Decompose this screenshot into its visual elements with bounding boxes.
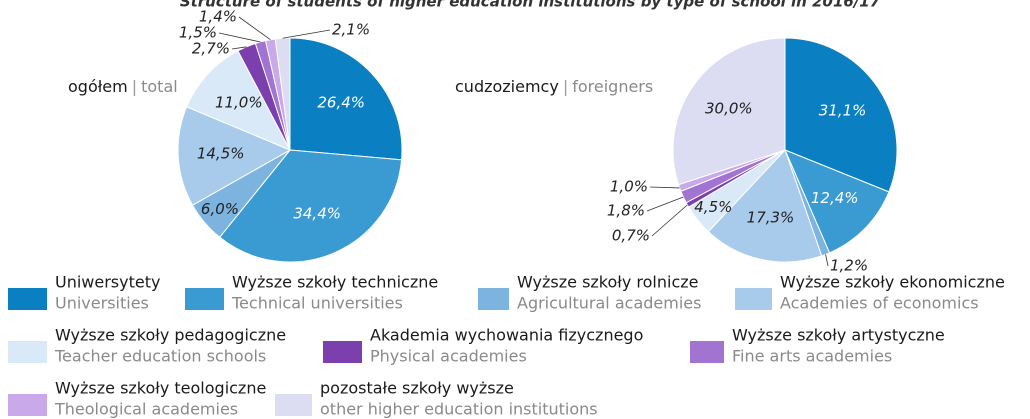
legend-swatch	[8, 288, 47, 310]
legend-label: Uniwersytety	[55, 273, 160, 292]
legend-label-en: Technical universities	[231, 294, 403, 313]
value-label: 2,7%	[192, 40, 230, 58]
leader-line	[649, 186, 680, 189]
value-label: 30,0%	[705, 100, 753, 118]
leader-line	[231, 46, 247, 50]
legend-swatch	[690, 341, 724, 363]
leader-line	[238, 16, 271, 41]
legend-swatch	[275, 394, 312, 416]
leader-line	[282, 29, 331, 39]
value-label: 1,4%	[199, 8, 237, 26]
value-label: 1,8%	[607, 202, 645, 220]
value-label: 12,4%	[811, 189, 859, 207]
value-label: 34,4%	[293, 204, 341, 222]
legend-label-en: Universities	[55, 294, 149, 313]
pie-slice	[784, 149, 890, 254]
legend-label-en: other higher education institutions	[320, 400, 598, 419]
pie-slice	[784, 37, 898, 193]
legend-label: Wyższe szkoły rolnicze	[517, 273, 698, 292]
value-label: 6,0%	[201, 200, 239, 218]
pie-subtitle: ogółem | total	[68, 77, 178, 96]
legend-label: Wyższe szkoły teologiczne	[55, 379, 266, 398]
legend-label-en: Physical academies	[370, 347, 527, 366]
leader-line	[825, 254, 829, 267]
legend-label: Wyższe szkoły pedagogiczne	[55, 326, 286, 345]
pie-slice	[186, 50, 292, 151]
chart-title: Structure of students of higher educatio…	[180, 0, 881, 11]
value-label: 1,0%	[610, 178, 648, 196]
value-label: 11,0%	[215, 94, 263, 112]
leader-line	[651, 204, 688, 237]
leader-line	[646, 196, 684, 212]
legend-label-en: Fine arts academies	[732, 347, 892, 366]
value-label: 1,5%	[179, 24, 217, 42]
legend-label-en: Agricultural academies	[517, 294, 701, 313]
legend-swatch	[735, 288, 772, 310]
value-label: 1,2%	[830, 257, 868, 275]
legend-label: Wyższe szkoły artystyczne	[732, 326, 945, 345]
value-label: 0,7%	[612, 227, 650, 245]
legend-swatch	[185, 288, 224, 310]
value-label: 2,1%	[332, 21, 370, 39]
value-label: 31,1%	[819, 102, 867, 120]
leader-line	[218, 32, 261, 43]
separator: |	[563, 77, 568, 96]
legend-swatch	[323, 341, 362, 363]
pie-subtitle: cudzoziemcy | foreigners	[455, 77, 653, 96]
legend-label-en: Academies of economics	[780, 294, 979, 313]
legend-label: Akademia wychowania fizycznego	[370, 326, 643, 345]
legend-label: pozostałe szkoły wyższe	[320, 379, 514, 398]
legend-label: Wyższe szkoły techniczne	[232, 273, 438, 292]
legend-label-en: Theological academies	[54, 400, 238, 419]
pie-slice	[707, 149, 823, 263]
legend-swatch	[8, 394, 47, 416]
pie-slice	[177, 106, 292, 206]
legend-swatch	[478, 288, 509, 310]
legend-label-en: Teacher education schools	[54, 347, 266, 366]
value-label: 26,4%	[317, 94, 365, 112]
pie-subtitle-en: foreigners	[572, 77, 653, 96]
value-label: 17,3%	[747, 208, 795, 226]
pie-subtitle-en: total	[141, 77, 178, 96]
value-label: 4,5%	[694, 198, 732, 216]
pie-slice	[672, 37, 786, 186]
pie-slice	[218, 149, 403, 263]
legend-label: Wyższe szkoły ekonomiczne	[780, 273, 1005, 292]
legend-swatch	[8, 341, 47, 363]
pie-subtitle-pl: cudzoziemcy	[455, 77, 559, 96]
pie-slice	[289, 37, 403, 161]
value-label: 14,5%	[197, 145, 245, 163]
pie-subtitle-pl: ogółem	[68, 77, 128, 96]
separator: |	[132, 77, 137, 96]
